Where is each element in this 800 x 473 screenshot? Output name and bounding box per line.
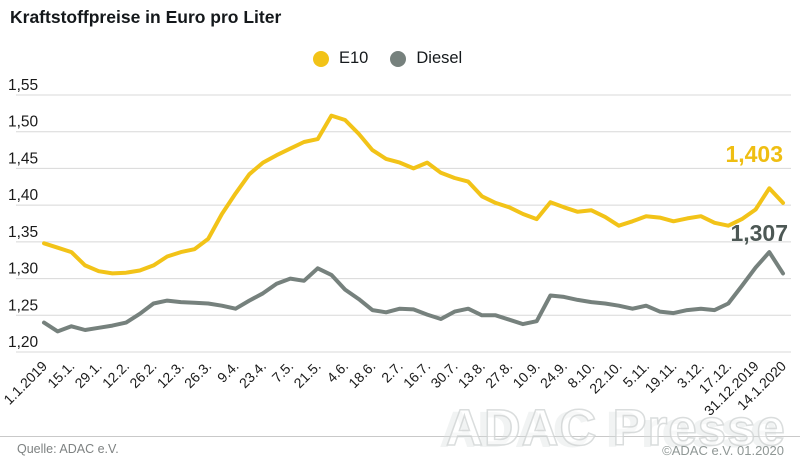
x-axis-label: 29.1. [71, 358, 104, 391]
x-axis-label: 24.9. [537, 358, 570, 391]
y-axis-label: 1,55 [8, 77, 38, 94]
x-axis-label: 19.11. [642, 358, 680, 396]
diesel-line [42, 250, 785, 334]
e10-legend-dot-icon [313, 50, 329, 67]
x-axis-label: 26.2. [126, 358, 159, 391]
diesel-legend-label: Diesel [416, 49, 463, 67]
y-axis-label: 1,45 [8, 150, 38, 167]
legend-item-e10: E10 [313, 49, 368, 68]
x-axis-label: 16.7. [400, 358, 433, 391]
y-axis-label: 1,50 [8, 114, 39, 131]
legend-item-diesel: Diesel [390, 49, 462, 68]
annotation-e10: 1,403 [725, 141, 783, 167]
x-axis-label: 23.4. [236, 358, 269, 391]
e10-line [42, 113, 785, 276]
x-axis-label: 10.9. [509, 358, 542, 391]
x-axis-label: 26.3. [181, 358, 214, 391]
y-axis-label: 1,20 [8, 334, 39, 351]
x-axis-label: 15.1. [44, 358, 77, 391]
legend: E10 Diesel [313, 49, 462, 68]
x-axis-label: 21.5. [290, 358, 323, 391]
e10-legend-label: E10 [339, 49, 369, 67]
page-title: Kraftstoffpreise in Euro pro Liter [10, 7, 282, 27]
x-axis-label: 18.6. [345, 358, 378, 391]
y-axis-label: 1,30 [8, 261, 39, 278]
x-axis-label: 12.2. [99, 358, 132, 391]
x-axis-label: 27.8. [482, 358, 515, 391]
x-axis-label: 13.8. [455, 358, 488, 391]
x-axis-label: 12.3. [154, 358, 187, 391]
x-axis-label: 30.7. [427, 358, 460, 391]
diesel-legend-dot-icon [390, 50, 407, 67]
footer-divider [0, 436, 800, 437]
copyright-note: ©ADAC e.V. 01.2020 [662, 443, 784, 458]
y-axis-label: 1,25 [8, 297, 38, 314]
x-axis-label: 1.1.2019 [0, 358, 50, 408]
y-axis-label: 1,35 [8, 224, 38, 241]
source-note: Quelle: ADAC e.V. [17, 442, 119, 456]
y-axis-label: 1,40 [8, 187, 39, 204]
annotation-diesel: 1,307 [730, 220, 788, 246]
